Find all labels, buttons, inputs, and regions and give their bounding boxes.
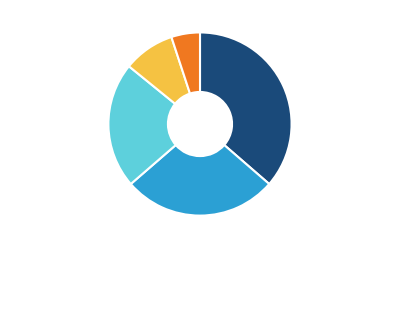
- Wedge shape: [108, 66, 176, 184]
- Wedge shape: [200, 32, 292, 184]
- Wedge shape: [172, 32, 200, 93]
- Wedge shape: [129, 37, 190, 104]
- Wedge shape: [131, 145, 269, 216]
